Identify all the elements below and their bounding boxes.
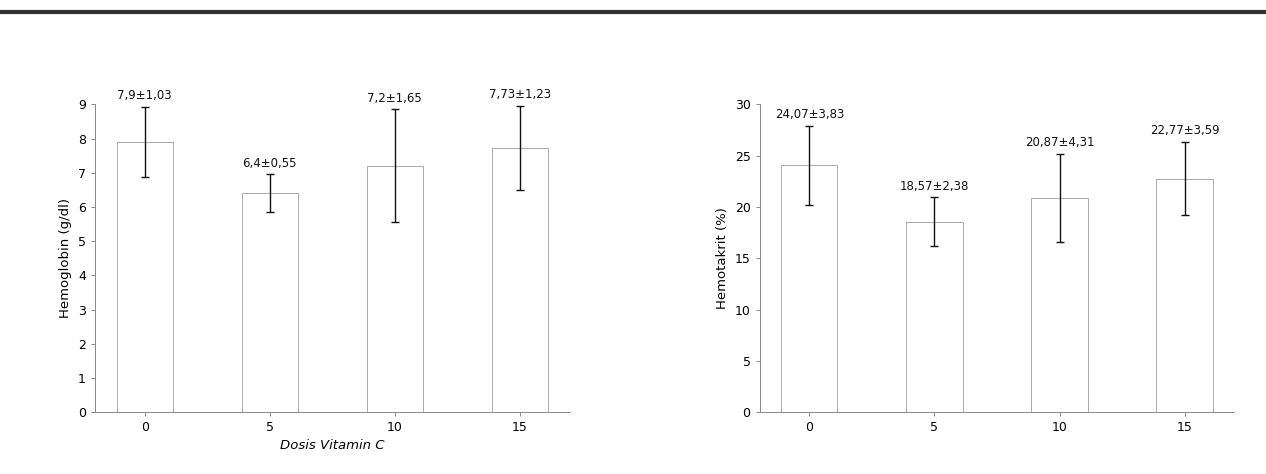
Text: 24,07±3,83: 24,07±3,83 [775,108,844,121]
Bar [1032,198,1087,412]
Text: 22,77±3,59: 22,77±3,59 [1150,124,1219,137]
Text: 7,9±1,03: 7,9±1,03 [118,89,172,102]
Text: 6,4±0,55: 6,4±0,55 [243,157,298,170]
Y-axis label: Hemoglobin (g/dl): Hemoglobin (g/dl) [60,198,72,319]
Text: 7,2±1,65: 7,2±1,65 [367,92,423,105]
Text: 7,73±1,23: 7,73±1,23 [489,88,551,101]
X-axis label: Dosis Vitamin C: Dosis Vitamin C [280,438,385,452]
Text: 20,87±4,31: 20,87±4,31 [1024,136,1094,149]
Y-axis label: Hemotakrit (%): Hemotakrit (%) [717,208,729,309]
Bar [367,166,423,412]
Bar [1156,179,1213,412]
Bar [242,193,298,412]
Bar [906,222,962,412]
Bar [781,165,838,412]
Bar [116,142,173,412]
Text: 18,57±2,38: 18,57±2,38 [900,180,968,192]
Bar [491,148,548,412]
